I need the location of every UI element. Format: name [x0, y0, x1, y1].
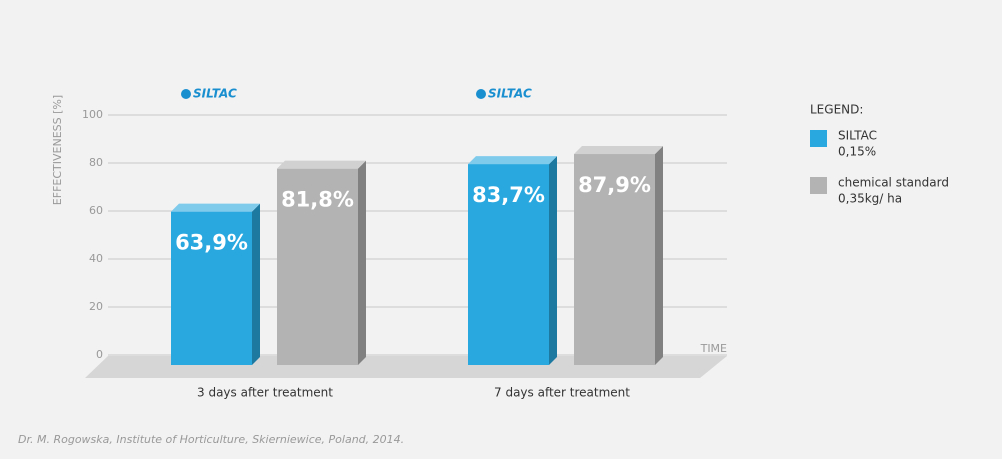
- bar-top: [468, 156, 557, 165]
- y-axis-label: EFFECTIVENESS [%]: [51, 95, 64, 205]
- x-axis-label: TIME: [700, 342, 727, 355]
- legend-swatch: [810, 130, 827, 147]
- y-tick-label: 20: [89, 300, 103, 313]
- logo-text: SILTAC: [193, 87, 237, 101]
- value-label: 83,7%: [472, 183, 545, 207]
- bar-side: [655, 146, 663, 365]
- legend-title: LEGEND:: [810, 103, 863, 117]
- bar-top: [171, 203, 260, 212]
- bar: [574, 154, 655, 365]
- y-tick-label: 60: [89, 204, 103, 217]
- legend-detail: 0,35kg/ ha: [838, 192, 902, 206]
- y-tick-label: 40: [89, 252, 103, 265]
- bar-side: [549, 156, 557, 365]
- source: Dr. M. Rogowska, Institute of Horticultu…: [18, 433, 404, 446]
- bar-top: [574, 146, 663, 155]
- bar: [277, 168, 358, 365]
- logo-icon: [476, 89, 486, 99]
- bar: [468, 164, 549, 365]
- logo: SILTAC SILTAC: [181, 87, 532, 101]
- bar-side: [358, 160, 366, 365]
- legend-detail: 0,15%: [838, 145, 876, 159]
- logo-text: SILTAC: [488, 87, 532, 101]
- x-tick-label: 7 days after treatment: [494, 386, 630, 400]
- y-tick-label: 0: [96, 348, 103, 361]
- legend-swatch: [810, 177, 827, 194]
- bar: [171, 211, 252, 365]
- y-tick-label: 80: [89, 156, 103, 169]
- legend-label: chemical standard: [838, 176, 949, 190]
- value-label: 63,9%: [175, 231, 248, 255]
- legend-label: SILTAC: [838, 129, 877, 143]
- bar-side: [252, 203, 260, 365]
- bar-top: [277, 160, 366, 169]
- logo-icon: [181, 89, 191, 99]
- y-tick-label: 100: [82, 108, 103, 121]
- x-tick-label: 3 days after treatment: [197, 386, 333, 400]
- value-label: 87,9%: [578, 173, 651, 197]
- value-label: 81,8%: [281, 188, 354, 212]
